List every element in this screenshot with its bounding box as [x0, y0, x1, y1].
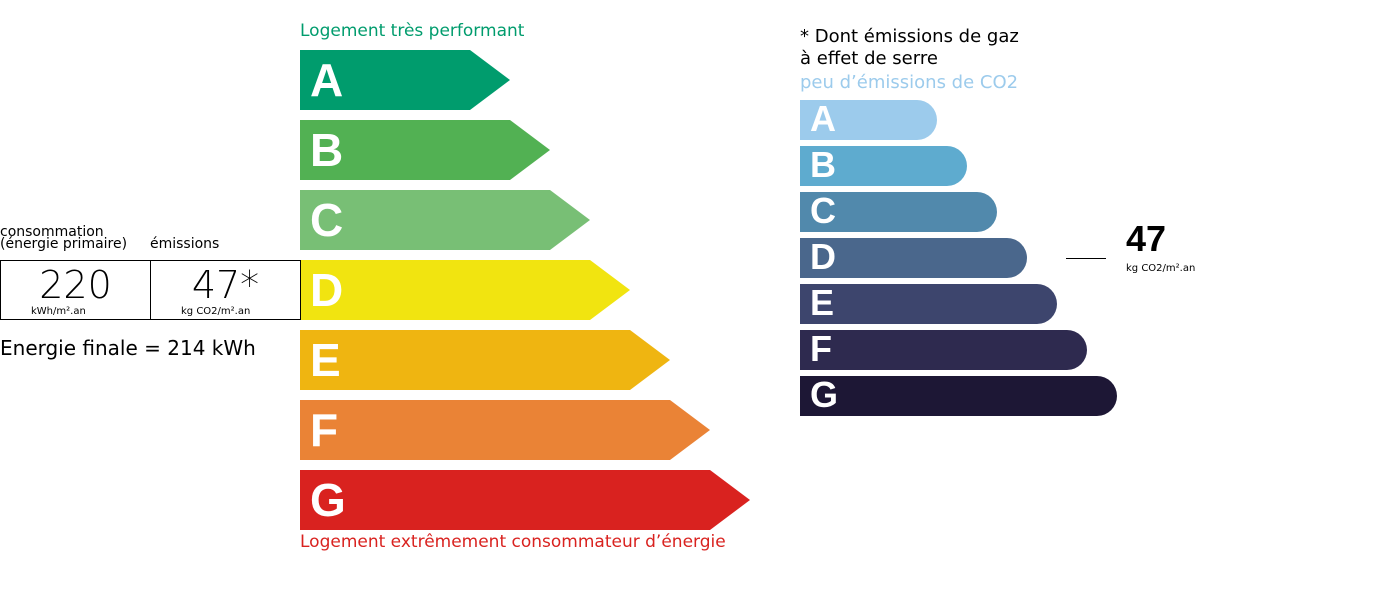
ges-class-letter: F	[810, 328, 832, 369]
ges-class-letter: G	[810, 374, 839, 415]
ges-class-d: D	[800, 236, 1027, 278]
energy-arrow-shape	[300, 120, 550, 180]
energy-arrow-shape	[300, 260, 630, 320]
energy-top-label: Logement très performant	[300, 21, 525, 41]
emissions-unit: kg CO2/m².an	[181, 306, 251, 317]
consumption-unit: kWh/m².an	[31, 306, 86, 317]
energy-arrow-shape	[300, 400, 710, 460]
energy-arrow-shape	[300, 50, 510, 110]
ges-class-g: G	[800, 374, 1117, 416]
energy-bottom-label: Logement extrêmement consommateur d’éner…	[300, 532, 726, 552]
ges-class-e: E	[800, 282, 1057, 324]
ges-class-letter: A	[810, 98, 836, 139]
ges-class-c: C	[800, 190, 997, 232]
consumption-label: consommation (énergie primaire)	[0, 224, 128, 252]
energy-class-e: E	[300, 330, 670, 390]
ges-class-letter: D	[810, 236, 836, 277]
ges-class-f: F	[800, 328, 1087, 370]
energy-arrow-shape	[300, 330, 670, 390]
energy-arrow-shape	[300, 470, 750, 530]
emissions-value: 47*	[191, 263, 260, 307]
consumption-label-line1: consommation	[0, 224, 104, 240]
ges-class-letter: E	[810, 282, 835, 323]
ges-class-b: B	[800, 144, 967, 186]
energy-class-letter: F	[310, 404, 339, 456]
energy-class-b: B	[300, 120, 550, 180]
energy-arrow-shape	[300, 190, 590, 250]
energy-class-c: C	[300, 190, 590, 250]
energy-class-letter: G	[310, 474, 346, 526]
energy-class-f: F	[300, 400, 710, 460]
energy-class-letter: B	[310, 124, 344, 176]
energy-class-letter: D	[310, 264, 344, 316]
ges-unit: kg CO2/m².an	[1126, 263, 1196, 274]
ges-note: * Dont émissions de gaz à effet de serre	[800, 26, 1019, 70]
ges-indicator-line	[1066, 258, 1106, 259]
emissions-box: 47* kg CO2/m².an	[150, 260, 301, 320]
ges-class-letter: C	[810, 190, 836, 231]
energy-class-a: A	[300, 50, 510, 110]
ges-note-line1: * Dont émissions de gaz	[800, 26, 1019, 47]
consumption-box: 220 kWh/m².an	[0, 260, 151, 320]
consumption-value: 220	[39, 263, 112, 307]
emissions-label: émissions	[150, 236, 220, 252]
energy-class-g: G	[300, 470, 750, 530]
consumption-label-line2: (énergie primaire)	[0, 236, 128, 252]
final-energy: Energie finale = 214 kWh	[0, 336, 256, 360]
energy-class-letter: E	[310, 334, 341, 386]
ges-class-a: A	[800, 98, 937, 140]
ges-top-label: peu d’émissions de CO2	[800, 72, 1019, 93]
energy-class-d: D	[300, 260, 630, 320]
energy-class-letter: C	[310, 194, 344, 246]
ges-value: 47	[1126, 218, 1167, 259]
ges-class-letter: B	[810, 144, 836, 185]
energy-class-letter: A	[310, 54, 344, 106]
ges-note-line2: à effet de serre	[800, 48, 938, 69]
